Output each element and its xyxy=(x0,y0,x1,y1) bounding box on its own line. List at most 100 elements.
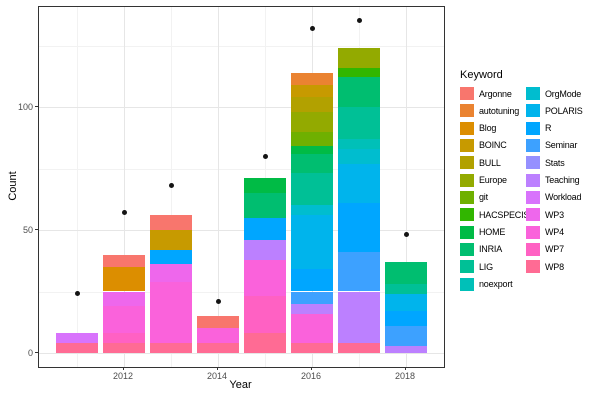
gridline-major-h xyxy=(39,107,444,108)
bar-segment-WP4 xyxy=(244,259,286,297)
bar-segment-noexport xyxy=(338,138,380,149)
gridline-minor-h xyxy=(39,291,444,293)
legend-swatch-Europe xyxy=(460,173,474,187)
legend-label: Argonne xyxy=(479,88,512,99)
legend-swatch-BOINC xyxy=(460,138,474,152)
gridline-major-v xyxy=(218,7,219,367)
bar-segment-Europe xyxy=(291,111,333,132)
legend-label: POLARIS xyxy=(545,105,583,116)
y-axis-title: Count xyxy=(7,171,19,201)
bar-segment-R xyxy=(338,202,380,253)
bar-segment-HOME xyxy=(291,146,333,154)
x-axis-title: Year xyxy=(229,379,252,391)
bar-segment-OrgMode xyxy=(338,148,380,164)
bar-segment-Argonne xyxy=(197,316,239,329)
legend-swatch-Stats xyxy=(526,156,540,170)
bar-segment-Teaching xyxy=(385,345,427,353)
gridline-major-h xyxy=(39,353,444,354)
legend-label: WP3 xyxy=(545,209,564,220)
bar-segment-WP8 xyxy=(338,343,380,353)
bar-segment-WP8 xyxy=(244,333,286,353)
legend-swatch-Blog xyxy=(460,121,474,135)
x-tick-mark xyxy=(123,367,124,370)
legend-swatch-Teaching xyxy=(526,173,540,187)
bar-segment-R xyxy=(150,249,192,265)
y-tick-label: 0 xyxy=(27,347,33,358)
data-point xyxy=(356,18,362,24)
bar-segment-R xyxy=(385,311,427,326)
legend-label: Blog xyxy=(479,123,497,134)
legend-label: OrgMode xyxy=(545,88,582,99)
legend-label: noexport xyxy=(479,279,513,290)
legend-label: git xyxy=(479,192,488,203)
y-tick-mark xyxy=(35,352,38,353)
legend-label: BULL xyxy=(479,157,501,168)
bar-segment-Seminar xyxy=(338,252,380,292)
bar-segment-WP7 xyxy=(103,333,145,344)
bar-segment-WP4 xyxy=(291,313,333,344)
bar-segment-LIG xyxy=(385,284,427,294)
bar-segment-LIG xyxy=(291,173,333,206)
gridline-minor-v xyxy=(77,7,78,367)
legend-label: INRIA xyxy=(479,244,503,255)
legend-swatch-INRIA xyxy=(460,242,474,256)
bar-segment-autotuning xyxy=(291,72,333,85)
bar-segment-OrgMode xyxy=(291,205,333,216)
legend-label: WP4 xyxy=(545,227,564,238)
bar-segment-WP8 xyxy=(103,343,145,353)
legend-swatch-Seminar xyxy=(526,138,540,152)
legend-label: WP7 xyxy=(545,244,564,255)
data-point xyxy=(309,25,315,31)
bar-segment-Seminar xyxy=(385,325,427,346)
bar-segment-git xyxy=(291,131,333,147)
x-tick-label: 2012 xyxy=(112,371,134,381)
bar-segment-Workload xyxy=(56,333,98,344)
legend-label: BOINC xyxy=(479,140,507,151)
y-tick-mark xyxy=(35,229,38,230)
x-tick-mark xyxy=(405,367,406,370)
x-tick-mark xyxy=(217,367,218,370)
data-point xyxy=(215,298,221,304)
legend-swatch-Workload xyxy=(526,190,540,204)
gridline-minor-h xyxy=(39,168,444,170)
bar-segment-Europe xyxy=(338,47,380,68)
bar-segment-Teaching xyxy=(244,239,286,260)
gridline-major-v xyxy=(406,7,407,367)
gridline-major-h xyxy=(39,230,444,231)
data-point xyxy=(262,153,268,159)
gridline-minor-h xyxy=(39,45,444,47)
bar-segment-BOINC xyxy=(150,230,192,250)
bar-segment-Argonne xyxy=(150,215,192,230)
legend-title: Keyword xyxy=(460,69,503,81)
bar-segment-Teaching xyxy=(338,291,380,344)
bar-segment-WP8 xyxy=(56,343,98,353)
bar-segment-INRIA xyxy=(291,153,333,174)
legend-swatch-HACSPECIS xyxy=(460,208,474,222)
bar-segment-WP4 xyxy=(197,328,239,344)
bar-segment-BULL xyxy=(291,97,333,112)
data-point xyxy=(74,291,80,297)
legend-swatch-WP3 xyxy=(526,208,540,222)
legend-swatch-WP7 xyxy=(526,242,540,256)
plot-panel xyxy=(38,6,445,368)
bar-segment-WP8 xyxy=(150,343,192,353)
legend-label: Seminar xyxy=(545,140,578,151)
bar-segment-Blog xyxy=(103,266,145,292)
bar-segment-WP8 xyxy=(291,343,333,353)
legend-swatch-Argonne xyxy=(460,87,474,100)
legend-swatch-HOME xyxy=(460,225,474,239)
legend-label: HACSPECIS xyxy=(479,209,530,220)
x-tick-mark xyxy=(311,367,312,370)
bar-segment-R xyxy=(244,217,286,240)
bar-segment-INRIA xyxy=(244,193,286,218)
gridline-major-v xyxy=(124,7,125,367)
bar-segment-Teaching xyxy=(291,303,333,314)
data-point xyxy=(168,183,174,189)
legend-label: autotuning xyxy=(479,105,520,116)
legend-swatch-OrgMode xyxy=(526,87,540,100)
legend-swatch-git xyxy=(460,190,474,204)
bar-segment-WP4 xyxy=(150,281,192,344)
bar-segment-HOME xyxy=(244,178,286,194)
x-tick-label: 2018 xyxy=(394,371,416,381)
